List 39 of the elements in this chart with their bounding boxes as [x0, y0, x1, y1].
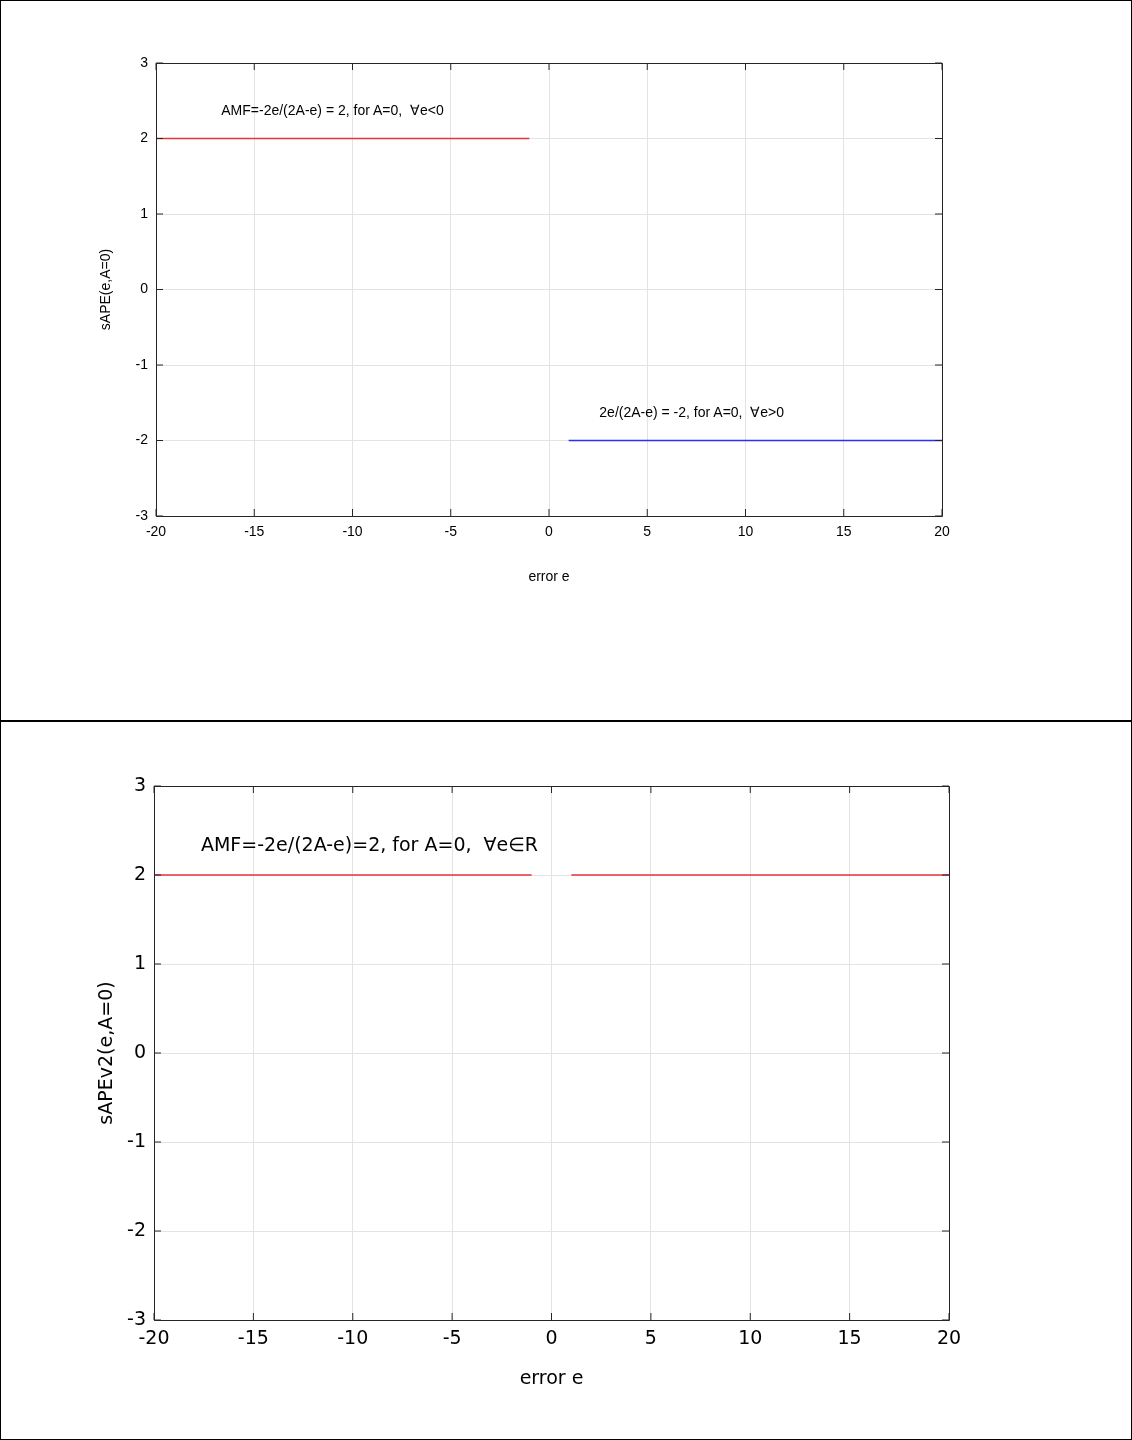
y-tick-label: 0 [140, 280, 149, 297]
y-tick-label: -2 [127, 1217, 146, 1240]
y-axis-title: sAPE(e,A=0) [97, 248, 114, 331]
y-tick-label: -2 [135, 431, 149, 448]
x-tick-label: -10 [342, 523, 363, 540]
x-tick-label: -15 [237, 1326, 269, 1349]
y-axis-title: sAPEv2(e,A=0) [94, 981, 117, 1125]
y-tick-label: 1 [133, 950, 146, 973]
y-tick-label: 2 [133, 861, 146, 884]
x-tick-label: 15 [837, 1326, 862, 1349]
x-tick-label: 15 [835, 523, 852, 540]
x-axis-title: error e [519, 1365, 584, 1388]
x-tick-label: 10 [737, 523, 754, 540]
y-tick-label: 1 [140, 204, 149, 221]
x-tick-label: -5 [444, 523, 458, 540]
y-tick-label: 2 [140, 129, 149, 146]
y-tick-label: -1 [127, 1128, 146, 1151]
x-tick-label: -15 [244, 523, 265, 540]
x-tick-label: 20 [936, 1326, 962, 1349]
x-tick-label: 20 [934, 523, 950, 540]
x-tick-label: -10 [337, 1326, 369, 1349]
x-tick-label: 10 [738, 1326, 763, 1349]
x-tick-label: 0 [545, 1326, 558, 1349]
y-tick-label: -3 [127, 1306, 146, 1329]
y-tick-label: 3 [140, 53, 149, 70]
annotation: 2e/(2A-e) = -2, for A=0, ∀e>0 [599, 404, 785, 421]
y-tick-label: -3 [135, 506, 149, 523]
x-tick-label: 5 [644, 1326, 657, 1349]
y-tick-label: 3 [133, 772, 146, 795]
annotation: AMF=-2e/(2A-e)=2, for A=0, ∀e∈R [200, 832, 539, 855]
x-tick-label: -5 [442, 1326, 462, 1349]
y-tick-label: 0 [133, 1039, 146, 1062]
annotation: AMF=-2e/(2A-e) = 2, for A=0, ∀e<0 [221, 101, 444, 118]
x-tick-label: -20 [138, 1326, 170, 1349]
y-tick-label: -1 [135, 355, 149, 372]
x-tick-label: -20 [145, 523, 167, 540]
x-tick-label: 5 [643, 523, 652, 540]
x-tick-label: 0 [545, 523, 554, 540]
x-axis-title: error e [528, 568, 570, 585]
